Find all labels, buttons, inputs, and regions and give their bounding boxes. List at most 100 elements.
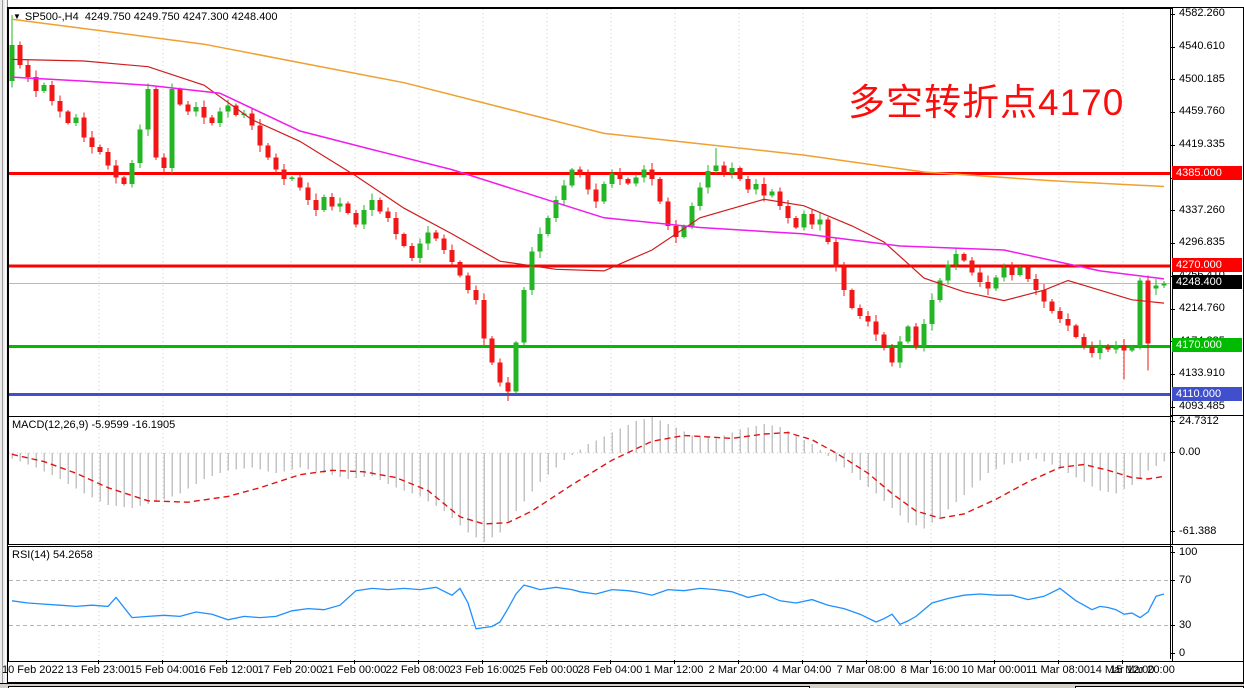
candle-down: [449, 249, 455, 263]
time-axis-label: 11 Mar 08:00: [1025, 664, 1091, 676]
candle-down: [665, 201, 671, 226]
candle-down: [377, 200, 383, 212]
time-axis-label: 1 Mar 12:00: [644, 664, 704, 676]
chart-title: ▼ SP500-,H4 4249.750 4249.750 4247.300 42…: [13, 11, 278, 23]
candle-up: [321, 196, 327, 210]
time-axis-tick: [610, 660, 611, 664]
candle-down: [1033, 278, 1039, 291]
candle-down: [497, 362, 503, 383]
candle-down: [265, 145, 271, 158]
horizontal-level-line[interactable]: [9, 264, 1170, 268]
candle-up: [705, 171, 711, 188]
candle-up: [569, 169, 575, 186]
candle-up: [729, 167, 735, 173]
level-price-label[interactable]: 4270.000: [1172, 258, 1242, 273]
candle-up: [953, 254, 959, 265]
level-price-label[interactable]: 4110.000: [1172, 386, 1242, 401]
price-chart-panel[interactable]: [8, 8, 1173, 417]
time-axis-label: 10 Mar 00:00: [961, 664, 1027, 676]
time-axis-tick: [674, 660, 675, 664]
horizontal-level-line[interactable]: [9, 344, 1170, 348]
time-axis-tick: [162, 660, 163, 664]
price-axis-label: 4296.835: [1179, 236, 1225, 249]
ma-mid-magenta: [11, 76, 1165, 280]
candle-down: [857, 307, 863, 316]
price-axis-tick: [1170, 13, 1175, 15]
candle-up: [513, 342, 519, 392]
time-axis-label: 7 Mar 08:00: [836, 664, 896, 676]
candle-down: [457, 262, 463, 276]
candle-up: [769, 191, 775, 196]
candle-down: [433, 232, 439, 239]
candle-down: [737, 167, 743, 180]
price-axis-tick: [1170, 79, 1175, 81]
candle-up: [1097, 346, 1103, 353]
candle-up: [897, 341, 903, 363]
level-price-label[interactable]: 4170.000: [1172, 338, 1242, 353]
chart-annotation-text[interactable]: 多空转折点4170: [848, 82, 1125, 123]
candle-down: [297, 177, 303, 188]
panel-separator: [1170, 415, 1244, 416]
candle-up: [137, 129, 143, 164]
symbol-marker-icon[interactable]: ▼: [13, 12, 21, 21]
price-axis-label: 4133.910: [1179, 367, 1225, 380]
candle-up: [561, 185, 567, 201]
candle-up: [1153, 285, 1159, 289]
macd-indicator-panel[interactable]: [8, 416, 1173, 545]
candle-down: [1089, 346, 1095, 353]
price-axis-tick: [1170, 46, 1175, 48]
price-axis-tick: [1170, 308, 1175, 310]
level-price-label[interactable]: 4385.000: [1172, 165, 1242, 180]
candle-down: [489, 338, 495, 363]
time-axis-tick: [994, 660, 995, 664]
candle-down: [841, 267, 847, 291]
candle-down: [105, 151, 111, 166]
candle-up: [217, 111, 223, 123]
price-axis-label: 4540.610: [1179, 40, 1225, 53]
price-axis-label: 4419.335: [1179, 138, 1225, 150]
price-axis-tick: [1170, 406, 1175, 408]
candle-down: [1049, 301, 1055, 312]
price-axis-label: 4337.260: [1179, 203, 1225, 216]
candle-down: [481, 299, 487, 339]
time-axis-tick: [418, 660, 419, 664]
time-axis-tick: [1058, 660, 1059, 664]
rsi-axis-label: 100: [1179, 546, 1198, 558]
ma-slow-orange: [11, 18, 1165, 188]
candle-up: [545, 217, 551, 234]
candle-down: [201, 106, 207, 118]
candles-layer: [9, 14, 1167, 402]
candle-down: [81, 117, 87, 138]
rsi-line: [11, 584, 1165, 630]
candle-down: [273, 157, 279, 170]
candle-down: [409, 245, 415, 259]
candle-up: [801, 213, 807, 228]
macd-signal-line: [11, 431, 1165, 525]
macd-axis-tick: [1170, 452, 1175, 453]
candle-down: [1009, 267, 1015, 275]
time-scale-axis[interactable]: 10 Feb 2022 13 Feb 23:00 15 Feb 04:00 16 Fe…: [0, 660, 1244, 682]
candle-down: [1081, 336, 1087, 347]
rsi-axis-tick: [1170, 653, 1175, 654]
time-axis-tick: [1122, 660, 1123, 664]
bottom-docked-panels-edge: [0, 683, 1244, 688]
rsi-axis-label: 30: [1179, 619, 1192, 631]
candle-down: [1105, 346, 1111, 350]
price-scale-axis[interactable]: 4582.260 4540.610 4500.185 4459.760 4419.335…: [1170, 0, 1244, 688]
candle-down: [257, 125, 263, 146]
price-axis-tick: [1170, 373, 1175, 375]
rsi-indicator-panel[interactable]: [8, 546, 1173, 662]
horizontal-level-line[interactable]: [9, 393, 1170, 397]
candle-down: [233, 105, 239, 115]
candle-down: [745, 179, 751, 190]
horizontal-level-line[interactable]: [9, 172, 1170, 176]
price-chart-canvas[interactable]: [9, 9, 1170, 414]
price-axis-label: 4459.760: [1179, 105, 1225, 118]
macd-canvas[interactable]: [9, 417, 1170, 542]
candle-up: [681, 225, 687, 238]
candle-down: [1073, 325, 1079, 337]
candle-down: [161, 157, 167, 168]
docked-panel-fragment: [8, 686, 810, 688]
rsi-canvas[interactable]: [9, 547, 1170, 659]
candle-up: [633, 177, 639, 184]
